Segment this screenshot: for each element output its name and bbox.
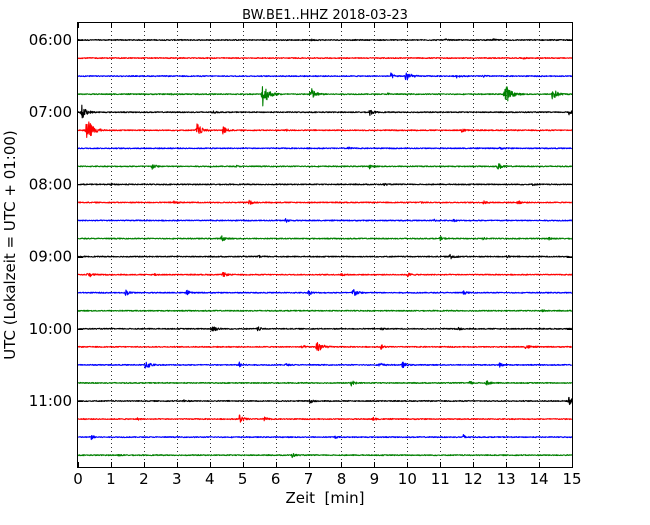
- x-tick-label: 9: [370, 470, 380, 488]
- trace-0700: [77, 104, 573, 119]
- x-tick-labels: 0 1 2 3 4 5 6 7 8 9 10 11 12 13 14 15: [73, 470, 581, 488]
- trace-0945: [77, 309, 573, 313]
- trace-0845: [77, 235, 573, 242]
- y-tick-label: 10:00: [29, 320, 72, 338]
- x-tick-label: 10: [398, 470, 417, 488]
- x-tick-label: 2: [139, 470, 149, 488]
- y-tick-label: 07:00: [29, 103, 72, 121]
- trace-1045: [77, 380, 573, 387]
- trace-1000: [77, 326, 573, 332]
- plot-frame: [77, 22, 573, 468]
- y-tick-label: 11:00: [29, 392, 72, 410]
- x-tick-label: 14: [530, 470, 549, 488]
- trace-0915: [77, 271, 573, 278]
- trace-0730: [77, 146, 573, 150]
- y-tick-labels: 06:00 07:00 08:00 09:00 10:00 11:00: [29, 31, 72, 410]
- trace-0615: [77, 56, 573, 60]
- x-tick-label: 8: [337, 470, 347, 488]
- trace-0830: [77, 218, 573, 223]
- tick-marks: [78, 23, 573, 467]
- x-tick-label: 7: [304, 470, 314, 488]
- x-axis-label: Zeit [min]: [285, 489, 364, 507]
- chart-title: BW.BE1..HHZ 2018-03-23: [242, 8, 408, 23]
- x-tick-label: 1: [106, 470, 116, 488]
- y-tick-label: 06:00: [29, 31, 72, 49]
- trace-1015: [77, 342, 573, 352]
- x-tick-label: 3: [172, 470, 182, 488]
- x-tick-label: 6: [271, 470, 281, 488]
- x-tick-label: 12: [464, 470, 483, 488]
- x-tick-label: 0: [73, 470, 83, 488]
- trace-0745: [77, 163, 573, 170]
- trace-0815: [77, 199, 573, 205]
- y-tick-label: 08:00: [29, 175, 72, 193]
- y-axis-label: UTC (Lokalzeit = UTC + 01:00): [1, 130, 19, 360]
- trace-layer: [77, 38, 573, 459]
- trace-0630: [77, 72, 573, 81]
- trace-0930: [77, 288, 573, 296]
- trace-1030: [77, 361, 573, 369]
- trace-1145: [77, 452, 573, 459]
- trace-1100: [77, 396, 573, 406]
- x-tick-label: 4: [205, 470, 215, 488]
- trace-0600: [77, 38, 573, 42]
- trace-0800: [77, 182, 573, 187]
- trace-1115: [77, 414, 573, 423]
- x-tick-label: 13: [497, 470, 516, 488]
- x-tick-label: 15: [562, 470, 581, 488]
- trace-0715: [77, 121, 573, 138]
- trace-0900: [77, 253, 573, 260]
- x-tick-label: 5: [238, 470, 248, 488]
- y-tick-label: 09:00: [29, 248, 72, 266]
- trace-0645: [77, 86, 573, 107]
- trace-1130: [77, 434, 573, 441]
- x-tick-label: 11: [431, 470, 450, 488]
